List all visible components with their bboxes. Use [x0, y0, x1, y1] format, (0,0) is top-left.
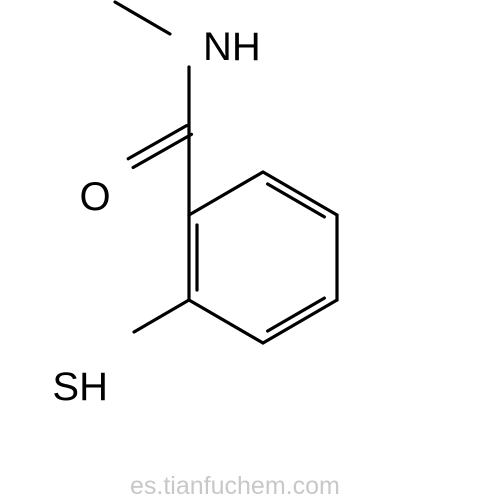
- molecule-structure: NH O SH: [0, 0, 500, 500]
- svg-text:SH: SH: [52, 365, 108, 409]
- svg-text:O: O: [79, 175, 110, 219]
- svg-text:NH: NH: [203, 25, 261, 69]
